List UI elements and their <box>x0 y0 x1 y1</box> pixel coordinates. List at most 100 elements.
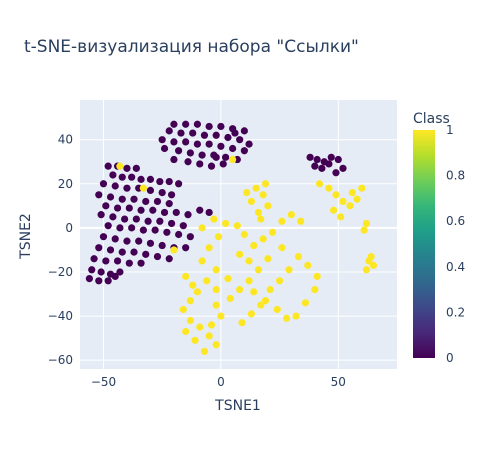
data-point-class-1 <box>245 257 253 265</box>
data-point-class-0 <box>104 162 112 170</box>
data-point-class-0 <box>240 127 248 135</box>
data-point-class-1 <box>337 213 345 221</box>
data-point-class-1 <box>264 255 272 263</box>
y-tick-label: 20 <box>58 177 73 191</box>
data-point-class-1 <box>257 215 265 223</box>
plot-area <box>80 100 397 369</box>
data-point-class-0 <box>240 147 248 155</box>
data-point-class-1 <box>301 299 310 307</box>
data-point-class-0 <box>175 147 183 155</box>
data-point-class-0 <box>132 215 140 223</box>
data-point-class-0 <box>118 195 126 203</box>
data-point-class-0 <box>104 277 112 285</box>
data-point-class-1 <box>243 189 251 197</box>
data-point-class-0 <box>123 237 131 245</box>
data-point-class-1 <box>304 261 312 269</box>
data-point-class-1 <box>353 195 361 203</box>
y-axis-ticks: −60 −40 −20 0 20 40 <box>48 133 73 367</box>
data-point-class-0 <box>184 211 192 219</box>
data-point-class-0 <box>156 217 164 225</box>
y-tick-label: −60 <box>48 353 73 367</box>
data-point-class-1 <box>186 297 194 305</box>
data-point-class-1 <box>214 233 223 241</box>
colorbar-tick-label: 0.2 <box>446 305 465 319</box>
data-point-class-1 <box>250 288 258 296</box>
colorbar-tick-label: 0.6 <box>446 214 465 228</box>
data-point-class-0 <box>121 215 129 223</box>
data-point-class-1 <box>236 250 244 258</box>
data-point-class-1 <box>191 336 199 344</box>
data-point-class-1 <box>362 219 371 228</box>
data-point-class-1 <box>238 319 246 327</box>
data-point-class-1 <box>203 277 211 285</box>
data-point-class-0 <box>165 177 173 186</box>
data-point-class-1 <box>266 286 274 294</box>
data-point-class-0 <box>95 277 103 285</box>
data-point-class-0 <box>313 155 321 164</box>
data-point-class-0 <box>205 140 213 148</box>
x-tick-label: 0 <box>217 375 225 389</box>
data-point-class-1 <box>250 241 258 250</box>
data-point-class-0 <box>99 233 108 241</box>
data-point-class-0 <box>99 180 108 188</box>
y-tick-label: −20 <box>48 265 73 279</box>
data-point-class-0 <box>332 169 340 177</box>
data-point-class-1 <box>369 261 378 269</box>
data-point-class-0 <box>123 164 131 172</box>
data-point-class-0 <box>97 211 105 219</box>
data-point-class-0 <box>111 235 119 243</box>
data-point-class-1 <box>287 211 295 219</box>
data-point-class-1 <box>247 197 256 206</box>
data-point-class-0 <box>205 122 213 131</box>
data-point-class-1 <box>245 277 253 285</box>
data-point-class-0 <box>137 206 145 214</box>
data-point-class-0 <box>130 248 138 256</box>
data-point-class-1 <box>196 323 204 331</box>
data-point-class-1 <box>339 197 347 206</box>
data-point-class-0 <box>156 177 164 186</box>
data-point-class-0 <box>167 219 176 228</box>
data-point-class-0 <box>334 155 342 164</box>
data-point-class-0 <box>212 153 220 161</box>
data-point-class-1 <box>182 272 190 280</box>
data-point-class-1 <box>193 288 202 296</box>
data-point-class-0 <box>142 250 150 258</box>
data-point-class-1 <box>116 162 124 170</box>
data-point-class-0 <box>125 259 133 267</box>
data-point-class-1 <box>358 184 366 192</box>
colorbar-tick-label: 0.8 <box>446 169 465 183</box>
data-point-class-0 <box>104 222 112 230</box>
data-point-class-0 <box>146 186 155 195</box>
data-point-class-0 <box>318 164 326 172</box>
data-point-class-0 <box>196 206 204 214</box>
data-point-class-1 <box>207 321 216 329</box>
data-point-class-0 <box>116 224 124 232</box>
data-point-class-0 <box>200 131 209 139</box>
data-point-class-1 <box>247 310 256 318</box>
data-point-class-0 <box>109 171 117 179</box>
data-point-class-0 <box>172 208 180 217</box>
data-point-class-0 <box>146 175 155 183</box>
data-point-class-1 <box>346 202 354 210</box>
data-point-class-1 <box>330 206 338 214</box>
data-point-class-0 <box>229 144 237 153</box>
data-point-class-0 <box>88 266 96 274</box>
data-point-class-0 <box>170 155 178 164</box>
data-point-class-0 <box>231 129 239 137</box>
data-point-class-0 <box>311 162 319 170</box>
data-point-class-1 <box>186 316 194 325</box>
data-point-class-0 <box>102 202 110 210</box>
data-point-class-1 <box>297 217 305 225</box>
data-point-class-1 <box>182 327 190 336</box>
data-point-class-1 <box>212 341 220 349</box>
data-point-class-1 <box>257 301 265 309</box>
data-point-class-1 <box>275 277 284 285</box>
y-tick-label: 40 <box>58 133 73 147</box>
data-point-class-0 <box>123 184 131 192</box>
data-point-class-1 <box>360 226 368 234</box>
data-point-class-1 <box>261 297 270 305</box>
data-point-class-0 <box>196 160 204 168</box>
data-point-class-0 <box>224 133 232 142</box>
data-point-class-0 <box>149 206 157 214</box>
